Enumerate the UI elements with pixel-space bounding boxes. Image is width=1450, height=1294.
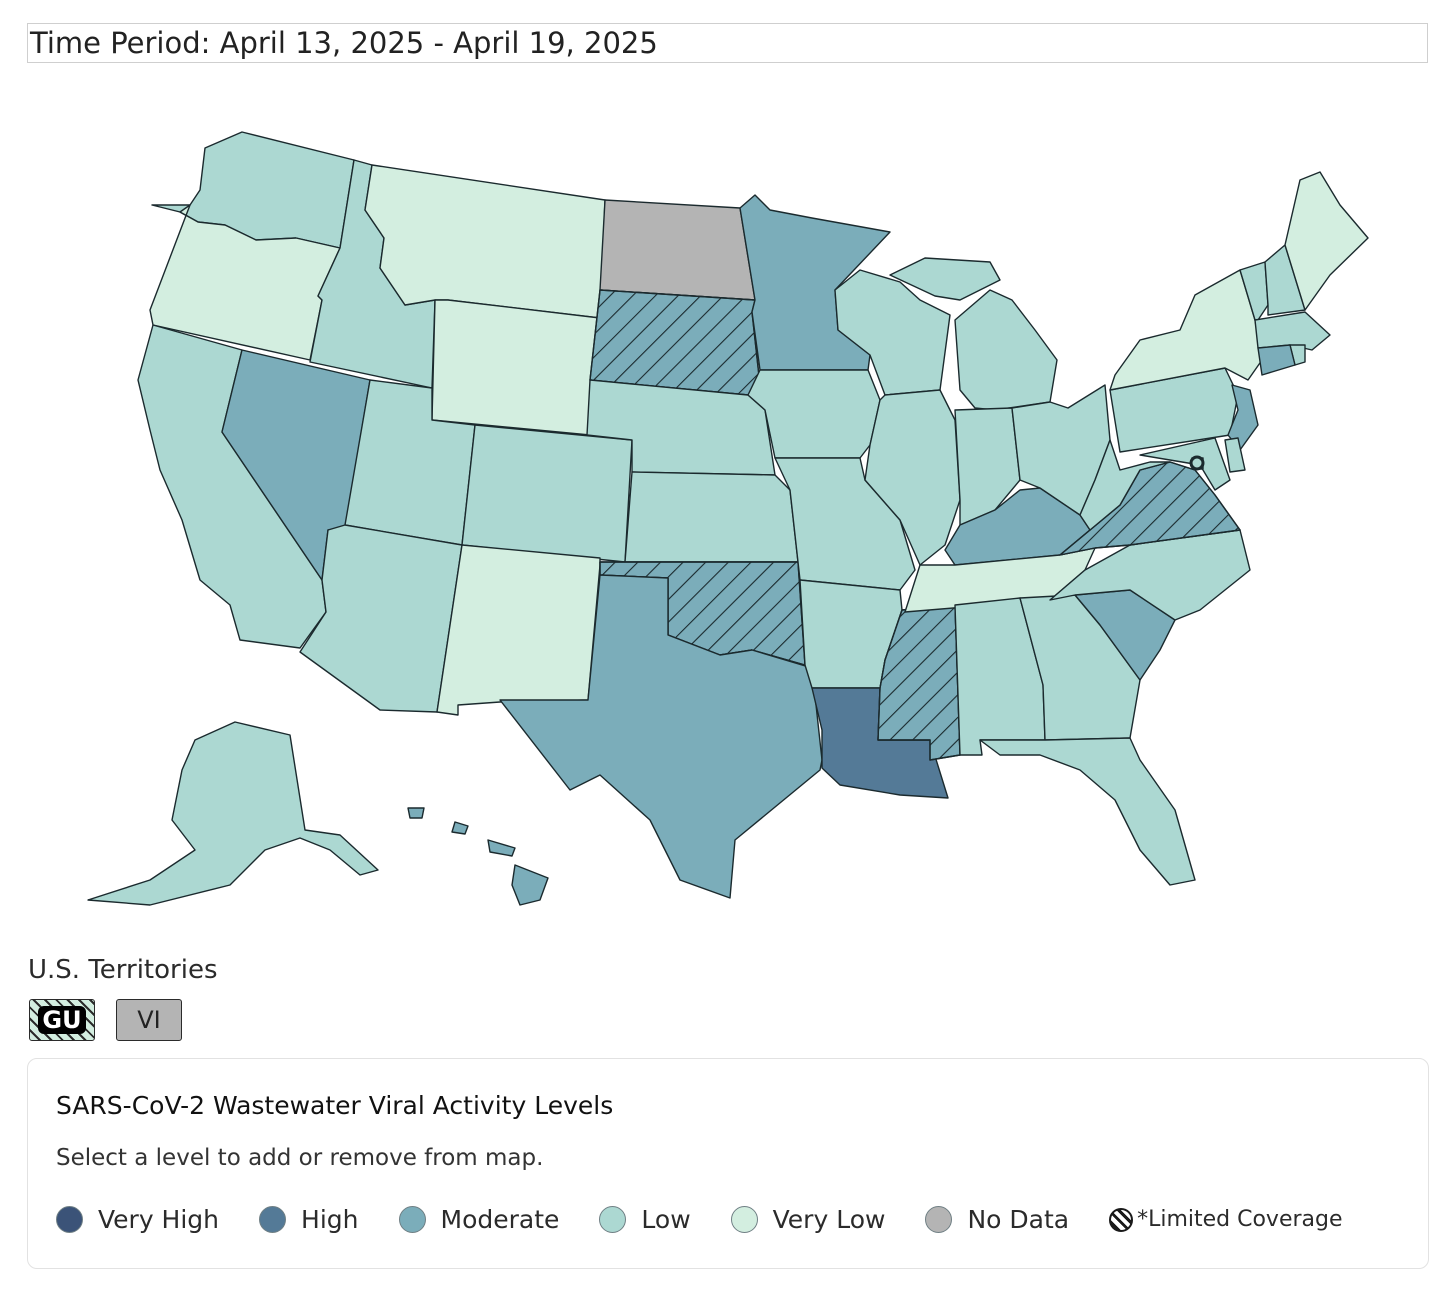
legend-label-low: Low bbox=[641, 1205, 691, 1234]
legend-items: Very High High Moderate Low Very Low No … bbox=[56, 1205, 1343, 1234]
state-ny[interactable] bbox=[1109, 269, 1263, 391]
legend-title: SARS-CoV-2 Wastewater Viral Activity Lev… bbox=[56, 1091, 614, 1120]
legend-item-moderate[interactable]: Moderate bbox=[398, 1205, 560, 1234]
limited-coverage-hatch-icon bbox=[1109, 1207, 1134, 1232]
legend-item-limited-coverage: *Limited Coverage bbox=[1109, 1207, 1343, 1232]
no-data-swatch-icon bbox=[925, 1206, 953, 1233]
state-wy[interactable] bbox=[431, 299, 601, 436]
legend-panel: SARS-CoV-2 Wastewater Viral Activity Lev… bbox=[27, 1058, 1429, 1269]
very-low-swatch-icon bbox=[730, 1206, 758, 1233]
legend-subtitle: Select a level to add or remove from map… bbox=[56, 1145, 544, 1171]
legend-item-no-data[interactable]: No Data bbox=[925, 1205, 1069, 1234]
high-swatch-icon bbox=[259, 1206, 287, 1233]
low-swatch-icon bbox=[599, 1206, 627, 1233]
legend-item-low[interactable]: Low bbox=[599, 1205, 691, 1234]
state-vt[interactable] bbox=[1239, 261, 1269, 321]
state-mt[interactable] bbox=[364, 164, 606, 319]
state-ct[interactable] bbox=[1257, 344, 1296, 376]
state-co[interactable] bbox=[461, 424, 633, 563]
state-wv[interactable] bbox=[1079, 439, 1171, 531]
state-mi[interactable] bbox=[889, 257, 1058, 411]
us-state-map bbox=[87, 131, 1369, 906]
state-mo[interactable] bbox=[774, 457, 916, 591]
state-hi[interactable] bbox=[407, 807, 549, 906]
time-period-label: Time Period: April 13, 2025 - April 19, … bbox=[27, 23, 1428, 63]
state-nh[interactable] bbox=[1264, 244, 1306, 316]
moderate-swatch-icon bbox=[398, 1206, 426, 1233]
legend-label-no-data: No Data bbox=[967, 1205, 1070, 1234]
legend-item-very-low[interactable]: Very Low bbox=[730, 1205, 886, 1234]
legend-label-very-high: Very High bbox=[98, 1205, 220, 1234]
territory-gu-button[interactable]: GU bbox=[29, 999, 95, 1041]
state-sd-limited-hatch bbox=[589, 289, 761, 396]
state-me[interactable] bbox=[1284, 171, 1369, 311]
state-tx[interactable] bbox=[499, 574, 823, 899]
state-ak[interactable] bbox=[87, 721, 379, 906]
dc-marker-icon[interactable] bbox=[1189, 455, 1205, 471]
state-ks[interactable] bbox=[624, 471, 799, 563]
legend-label-limited-coverage: *Limited Coverage bbox=[1137, 1207, 1343, 1232]
state-nc[interactable] bbox=[1049, 529, 1251, 621]
territory-vi-button[interactable]: VI bbox=[116, 999, 182, 1041]
state-md[interactable] bbox=[1139, 437, 1231, 491]
very-high-swatch-icon bbox=[56, 1206, 83, 1233]
legend-label-very-low: Very Low bbox=[772, 1205, 886, 1234]
legend-label-high: High bbox=[301, 1205, 359, 1234]
legend-label-moderate: Moderate bbox=[440, 1205, 560, 1234]
state-nd[interactable] bbox=[599, 199, 756, 301]
state-de[interactable] bbox=[1224, 437, 1246, 473]
legend-item-high[interactable]: High bbox=[259, 1205, 359, 1234]
legend-item-very-high[interactable]: Very High bbox=[56, 1205, 219, 1234]
territories-title: U.S. Territories bbox=[28, 955, 218, 985]
territory-gu-label: GU bbox=[38, 1006, 86, 1034]
state-fl[interactable] bbox=[979, 737, 1196, 886]
state-nm[interactable] bbox=[436, 544, 601, 716]
state-wi[interactable] bbox=[834, 269, 951, 396]
